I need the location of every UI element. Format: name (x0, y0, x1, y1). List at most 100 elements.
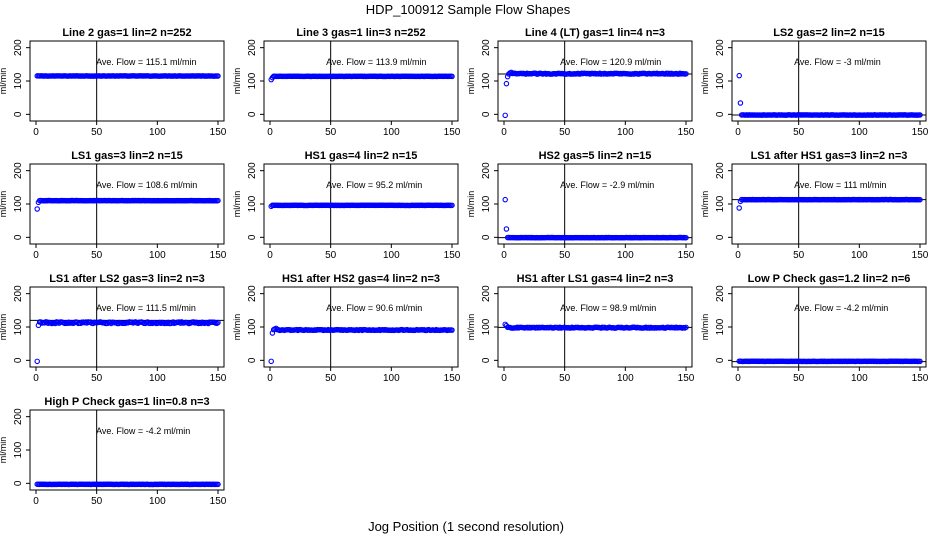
data-point (215, 197, 221, 204)
panel-title: LS2 gas=2 lin=2 n=15 (773, 27, 885, 39)
ave-flow-annotation: Ave. Flow = -3 ml/min (794, 57, 881, 67)
ave-flow-prefix: Ave. Flow = (326, 180, 376, 190)
ave-flow-value: -3 (844, 57, 852, 67)
panel-13: High P Check gas=1 lin=0.8 n=3 ml/min 0 50 1… (0, 396, 227, 507)
panel-1: Line 2 gas=1 lin=2 n=252 ml/min 0 50 100 150 0… (0, 27, 227, 138)
data-point (34, 206, 40, 212)
ave-flow-unit: ml/min (161, 426, 190, 436)
y-tick-label: 0 (247, 111, 258, 117)
panel-4: LS2 gas=2 lin=2 n=15 ml/min 0 50 100 150 0 100 2… (700, 27, 929, 138)
y-tick-label: 0 (481, 357, 492, 363)
panel-frame (497, 163, 693, 245)
ave-flow-annotation: Ave. Flow = 111 ml/min (794, 180, 886, 190)
x-tick-label: 50 (793, 250, 805, 261)
data-point (269, 330, 276, 336)
x-tick-label: 0 (33, 127, 39, 138)
y-tick-label: 200 (13, 162, 24, 179)
ave-flow-annotation: Ave. Flow = 90.6 ml/min (326, 303, 422, 313)
ave-flow-annotation: Ave. Flow = 111.5 ml/min (96, 303, 196, 313)
plot-area (498, 287, 692, 367)
plot-area (268, 287, 455, 367)
panel-12: Low P Check gas=1.2 lin=2 n=6 ml/min 0 50 10… (700, 273, 929, 384)
data-point (449, 327, 455, 333)
y-axis-label: ml/min (0, 191, 8, 218)
ave-flow-value: -4.2 (844, 303, 860, 313)
ave-flow-value: 90.6 (376, 303, 394, 313)
y-tick-label: 200 (13, 408, 24, 425)
panel-title: HS1 after HS2 gas=4 lin=2 n=3 (282, 273, 440, 285)
ave-flow-prefix: Ave. Flow = (560, 180, 610, 190)
y-tick-label: 100 (247, 318, 258, 335)
y-tick-label: 0 (13, 480, 24, 486)
x-tick-label: 0 (267, 127, 273, 138)
y-tick-label: 100 (715, 72, 726, 89)
y-tick-label: 100 (715, 195, 726, 212)
plot-area (732, 41, 926, 121)
ave-flow-unit: ml/min (393, 180, 422, 190)
x-tick-label: 50 (793, 127, 805, 138)
ave-flow-unit: ml/min (859, 303, 888, 313)
x-tick-label: 100 (383, 250, 400, 261)
panel-frame (497, 40, 693, 122)
x-tick-label: 50 (325, 127, 337, 138)
y-tick-label: 100 (13, 195, 24, 212)
panel-8: LS1 after HS1 gas=3 lin=2 n=3 ml/min 0 50 10… (700, 150, 929, 261)
y-tick-label: 100 (247, 72, 258, 89)
y-axis-label: ml/min (0, 437, 8, 464)
y-tick-label: 0 (715, 111, 726, 117)
y-axis-label: ml/min (232, 191, 242, 218)
y-tick-label: 100 (481, 195, 492, 212)
panel-title: Line 4 (LT) gas=1 lin=4 n=3 (525, 27, 665, 39)
plot-area (268, 41, 455, 121)
x-tick-label: 50 (559, 250, 571, 261)
y-tick-label: 0 (247, 357, 258, 363)
panel-3: Line 4 (LT) gas=1 lin=4 n=3 ml/min 0 50 100 1… (466, 27, 695, 138)
y-axis-label: ml/min (466, 191, 476, 218)
panel-title: Line 3 gas=1 lin=3 n=252 (296, 27, 425, 39)
y-axis-label: ml/min (466, 68, 476, 95)
plot-area (30, 287, 224, 367)
ave-flow-prefix: Ave. Flow = (560, 57, 610, 67)
ave-flow-unit: ml/min (627, 303, 656, 313)
panel-frame (731, 40, 927, 122)
y-tick-label: 200 (247, 39, 258, 56)
y-axis-label: ml/min (232, 314, 242, 341)
ave-flow-value: 120.9 (610, 57, 633, 67)
plot-area (732, 164, 926, 244)
panel-title: High P Check gas=1 lin=0.8 n=3 (44, 396, 209, 408)
y-tick-label: 0 (13, 111, 24, 117)
y-axis-label: ml/min (700, 68, 710, 95)
panel-title: LS1 after HS1 gas=3 lin=2 n=3 (751, 150, 908, 162)
panel-frame (29, 286, 225, 368)
figure-title: HDP_100912 Sample Flow Shapes (366, 2, 571, 17)
x-tick-label: 50 (91, 127, 103, 138)
panel-6: HS1 gas=4 lin=2 n=15 ml/min 0 50 100 150 0 100 2… (232, 150, 461, 261)
x-tick-label: 100 (383, 373, 400, 384)
data-point (268, 358, 274, 365)
data-point (737, 100, 744, 106)
data-point (502, 196, 508, 203)
panel-frame (263, 163, 459, 245)
y-tick-label: 200 (13, 285, 24, 302)
ave-flow-annotation: Ave. Flow = -2.9 ml/min (560, 180, 654, 190)
ave-flow-prefix: Ave. Flow = (794, 180, 844, 190)
x-tick-label: 100 (617, 250, 634, 261)
plot-area (498, 41, 692, 121)
ave-flow-annotation: Ave. Flow = -4.2 ml/min (96, 426, 190, 436)
x-tick-label: 0 (501, 250, 507, 261)
y-tick-label: 100 (715, 318, 726, 335)
plot-area (34, 41, 221, 121)
x-tick-label: 150 (912, 373, 929, 384)
x-tick-label: 150 (444, 250, 461, 261)
x-tick-label: 150 (210, 496, 227, 507)
panel-title: HS1 after LS1 gas=4 lin=2 n=3 (517, 273, 674, 285)
x-tick-label: 0 (735, 127, 741, 138)
ave-flow-prefix: Ave. Flow = (96, 426, 146, 436)
panel-frame (29, 40, 225, 122)
panel-title: Low P Check gas=1.2 lin=2 n=6 (748, 273, 911, 285)
ave-flow-prefix: Ave. Flow = (794, 57, 844, 67)
x-tick-label: 100 (617, 127, 634, 138)
x-tick-label: 0 (735, 250, 741, 261)
y-tick-label: 0 (481, 234, 492, 240)
